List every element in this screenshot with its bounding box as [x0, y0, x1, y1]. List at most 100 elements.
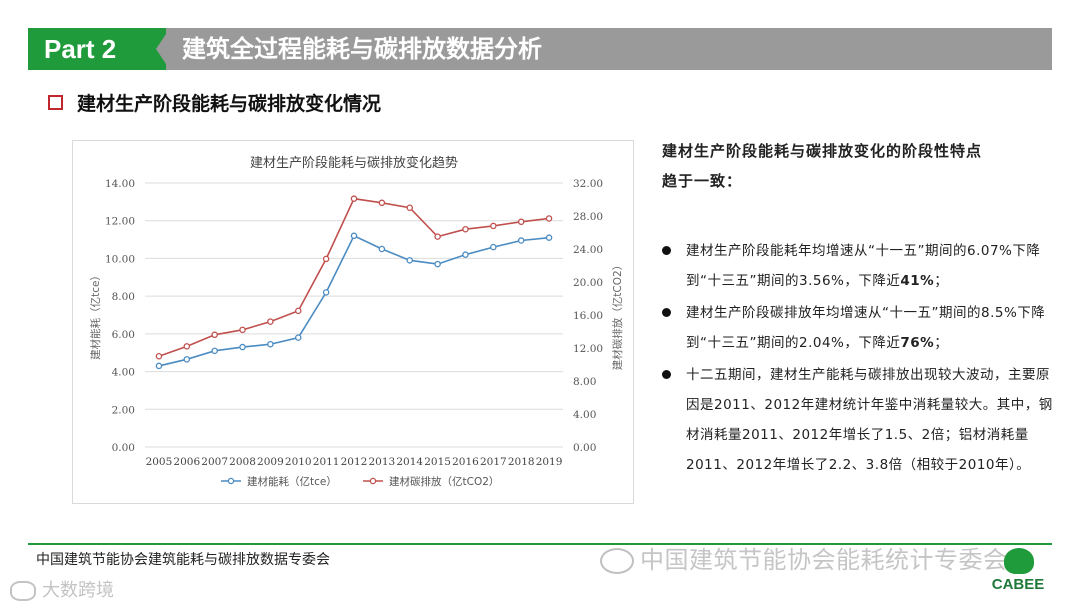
series-line-1: [158, 197, 550, 358]
bullet-strong: 41%: [900, 273, 935, 289]
watermark-text: 中国建筑节能协会能耗统计专委会: [640, 546, 1008, 574]
data-point: [490, 243, 497, 251]
x-tick-label: 2011: [313, 456, 340, 468]
summary-panel: 建材生产阶段能耗与碳排放变化的阶段性特点 趋于一致： 建材生产阶段能耗年均增速从…: [662, 136, 1054, 482]
bullet-item: 建材生产阶段能耗年均增速从“十一五”期间的6.07%下降到“十三五”期间的3.5…: [662, 236, 1054, 296]
data-point: [378, 199, 386, 207]
data-point: [462, 251, 469, 258]
watermark: 中国建筑节能协会能耗统计专委会: [600, 540, 1008, 575]
y-right-tick-label: 0.00: [573, 442, 596, 454]
data-point: [406, 257, 413, 264]
data-point: [517, 237, 525, 244]
series-line-0: [158, 234, 550, 367]
x-tick-label: 2015: [424, 456, 451, 468]
legend-label: 建材碳排放（亿tCO2）: [389, 475, 499, 488]
data-point: [322, 289, 330, 296]
cabee-logo-icon: [1004, 548, 1034, 574]
y-left-axis-label: 建材能耗（亿tce）: [89, 270, 102, 360]
x-tick-label: 2009: [257, 456, 284, 468]
page-title: 建筑全过程能耗与碳排放数据分析: [182, 35, 542, 63]
bullet-text: 建材生产阶段能耗年均增速从“十一五”期间的6.07%下降到“十三五”期间的3.5…: [686, 243, 1041, 289]
chart-container: 建材生产阶段能耗与碳排放变化趋势 0.00 2.00 4.00 6.00 8.00 10.0…: [72, 140, 634, 504]
x-tick-label: 2013: [368, 456, 395, 468]
summary-heading-line2: 趋于一致：: [662, 172, 743, 190]
data-point: [462, 225, 469, 233]
square-bullet-icon: [48, 94, 63, 110]
legend-swatch-marker: [227, 477, 235, 485]
x-tick-label: 2006: [173, 456, 200, 468]
x-tick-label: 2010: [285, 456, 312, 468]
y-right-axis-label: 建材碳排放（亿tCO2）: [611, 260, 624, 370]
bullet-dot-icon: [662, 246, 671, 255]
part-notch: [156, 28, 170, 70]
data-point: [267, 340, 274, 348]
y-right-tick-label: 12.00: [573, 343, 603, 355]
x-tick-label: 2012: [341, 456, 368, 468]
bullet-item: 十二五期间，建材生产能耗与碳排放出现较大波动，主要原因是2011、2012年建材…: [662, 360, 1054, 480]
bullet-item: 建材生产阶段碳排放年均增速从“十一五”期间的8.5%下降到“十三五”期间的2.0…: [662, 298, 1054, 358]
chart-title: 建材生产阶段能耗与碳排放变化趋势: [250, 155, 458, 171]
data-point: [434, 260, 441, 268]
data-point: [183, 356, 191, 363]
data-point: [211, 347, 218, 355]
data-point: [350, 232, 358, 240]
footer-divider: [28, 543, 1052, 545]
x-tick-label: 2019: [536, 456, 563, 468]
y-right-tick-label: 16.00: [573, 310, 603, 322]
data-point: [378, 245, 386, 253]
bullet-dot-icon: [662, 308, 671, 317]
y-left-tick-label: 10.00: [105, 253, 135, 265]
x-tick-label: 2005: [146, 456, 173, 468]
bullet-tail: ；: [934, 335, 949, 351]
y-right-tick-label: 24.00: [573, 244, 603, 256]
x-tick-label: 2016: [452, 456, 479, 468]
y-left-tick-label: 6.00: [112, 329, 135, 341]
data-point: [267, 318, 274, 325]
bullet-text: 建材生产阶段碳排放年均增速从“十一五”期间的8.5%下降到“十三五”期间的2.0…: [686, 305, 1046, 351]
data-point: [295, 307, 302, 315]
legend-label: 建材能耗（亿tce）: [247, 475, 337, 488]
data-point: [322, 255, 330, 263]
y-right-tick-label: 32.00: [573, 178, 603, 190]
watermark-logo-icon: [10, 581, 36, 601]
data-point: [545, 215, 553, 222]
section-title: 建材生产阶段能耗与碳排放变化情况: [77, 92, 382, 115]
y-left-tick-label: 4.00: [112, 367, 135, 379]
data-point: [434, 233, 441, 240]
legend-swatch-marker: [369, 477, 377, 485]
cabee-logo: CABEE: [986, 548, 1050, 602]
part-label: Part 2: [28, 28, 166, 70]
bullet-text: 十二五期间，建材生产能耗与碳排放出现较大波动，主要原因是2011、2012年建材…: [686, 367, 1053, 473]
y-left-tick-label: 0.00: [112, 442, 135, 454]
summary-bullets: 建材生产阶段能耗年均增速从“十一五”期间的6.07%下降到“十三五”期间的3.5…: [662, 236, 1054, 480]
footer-organization: 中国建筑节能协会建筑能耗与碳排放数据专委会: [36, 552, 330, 568]
data-point: [406, 204, 413, 212]
data-point: [155, 352, 163, 360]
section-title-row: 建材生产阶段能耗与碳排放变化情况: [48, 88, 381, 116]
x-tick-label: 2014: [396, 456, 423, 468]
data-point: [155, 362, 163, 370]
wechat-icon: [600, 548, 634, 574]
x-tick-label: 2017: [480, 456, 507, 468]
y-right-tick-label: 8.00: [573, 376, 596, 388]
data-point: [239, 343, 246, 351]
y-left-tick-label: 14.00: [105, 178, 135, 190]
y-left-tick-label: 12.00: [105, 216, 135, 228]
bullet-dot-icon: [662, 370, 671, 379]
x-tick-label: 2018: [508, 456, 535, 468]
data-point: [211, 331, 218, 339]
header-bar: [28, 28, 1052, 70]
data-point: [490, 222, 497, 230]
watermark-secondary-text: 大数跨境: [42, 580, 114, 601]
data-point: [183, 343, 191, 350]
data-point: [545, 234, 553, 241]
watermark-secondary: 大数跨境: [10, 576, 114, 602]
y-right-tick-label: 20.00: [573, 277, 603, 289]
x-tick-label: 2007: [201, 456, 228, 468]
summary-heading-line1: 建材生产阶段能耗与碳排放变化的阶段性特点: [662, 142, 983, 160]
cabee-logo-text: CABEE: [991, 576, 1045, 593]
x-tick-label: 2008: [229, 456, 256, 468]
y-right-tick-label: 28.00: [573, 211, 603, 223]
y-right-tick-label: 4.00: [573, 409, 596, 421]
data-point: [350, 195, 358, 202]
